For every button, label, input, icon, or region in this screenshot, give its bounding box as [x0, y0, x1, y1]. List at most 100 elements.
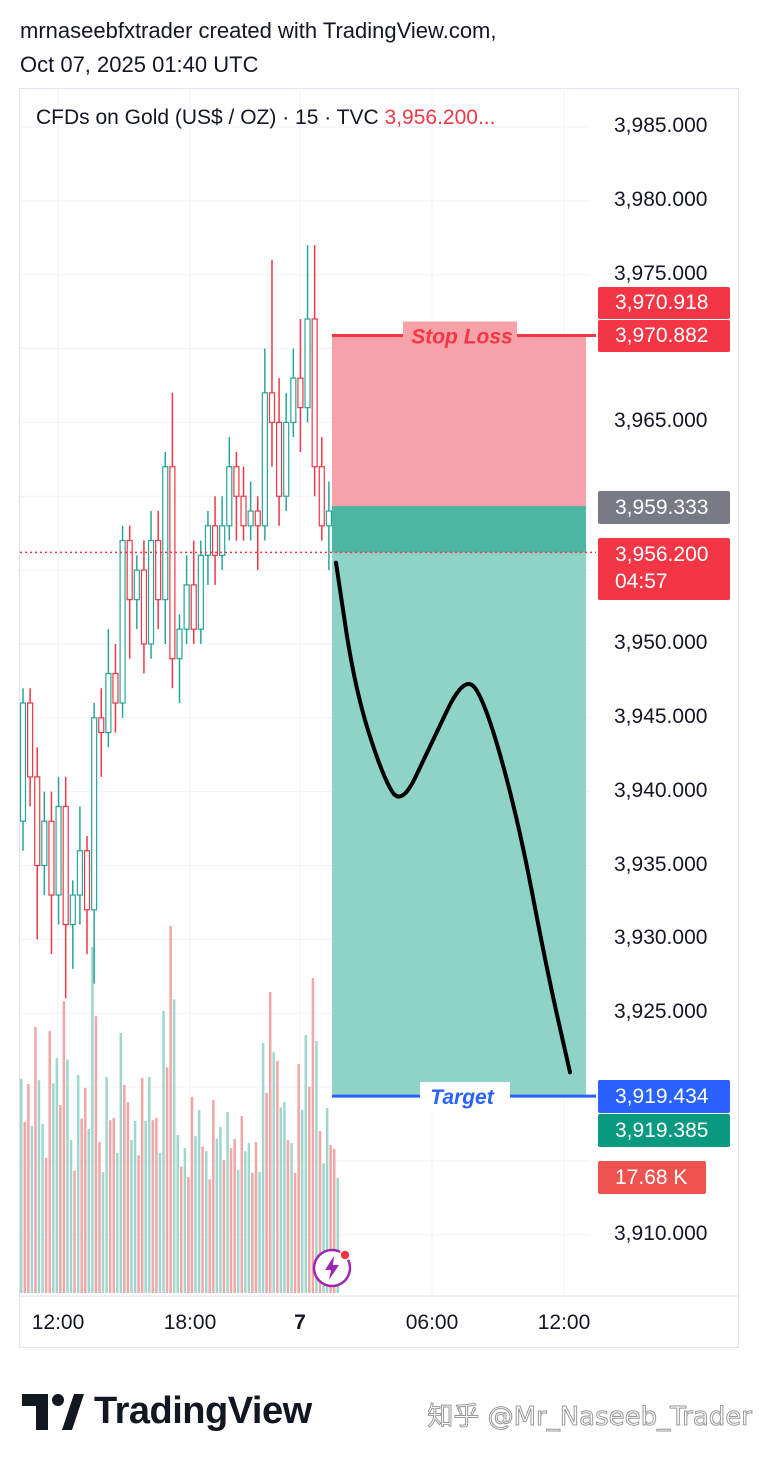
candle-body [105, 672, 112, 734]
volume-bar [137, 1155, 140, 1293]
candle-body [297, 377, 304, 409]
volume-bar [162, 1011, 165, 1293]
candle-body [176, 628, 183, 660]
candle-body [119, 539, 126, 704]
volume-bar [48, 1031, 51, 1293]
volume-bar [194, 1136, 197, 1293]
volume-bar [333, 1149, 336, 1293]
candle-body [34, 776, 41, 867]
current-price-tag: 3,956.200 04:57 [598, 538, 730, 600]
volume-bar [172, 999, 176, 1293]
volume-bar [233, 1139, 236, 1293]
volume-bar [222, 1160, 226, 1293]
target-price-tag: 3,919.385 [598, 1114, 730, 1147]
candle-body [254, 510, 261, 527]
volume-bar [44, 1157, 48, 1293]
volume-bar [41, 1124, 44, 1293]
price-axis-tick: 3,910.000 [614, 1221, 708, 1245]
stop-loss-label: Stop Loss [411, 326, 513, 349]
candle-body [318, 466, 325, 527]
volume-tag: 17.68 K [598, 1161, 706, 1194]
volume-bar [73, 1170, 76, 1293]
volume-bar [80, 1118, 83, 1293]
symbol-last-price: 3,956.200... [384, 106, 496, 129]
volume-bar [169, 926, 172, 1293]
volume-bar [244, 1151, 247, 1293]
volume-bar [187, 1177, 190, 1293]
time-axis-tick: 06:00 [405, 1311, 459, 1334]
symbol-legend[interactable]: CFDs on Gold (US$ / OZ) · 15 · TVC 3,956… [36, 106, 495, 130]
volume-bar [101, 1172, 105, 1293]
volume-bar [62, 1001, 66, 1293]
volume-bar [105, 1077, 108, 1293]
stop-loss-label-bg [403, 321, 517, 350]
volume-bar [34, 1027, 37, 1293]
volume-bar [304, 1035, 308, 1293]
candle-body [290, 377, 297, 423]
target-top-price-tag: 3,919.434 [598, 1080, 730, 1113]
volume-bar [251, 1173, 254, 1293]
volume-bar [176, 1135, 179, 1293]
volume-bar [180, 1166, 183, 1293]
candle-body [83, 850, 91, 911]
candle-body [48, 820, 55, 896]
volume-bar [229, 1148, 233, 1293]
volume-bar [336, 1177, 339, 1293]
volume-bar [115, 1153, 119, 1293]
volume-bar [119, 1033, 123, 1293]
candle-body [197, 554, 204, 630]
candle-body [240, 495, 247, 527]
volume-bar [126, 1102, 130, 1293]
price-axis-tick: 3,975.000 [614, 261, 708, 285]
volume-bar [123, 1085, 126, 1293]
volume-bar [329, 1145, 332, 1293]
volume-bar [197, 1110, 201, 1293]
volume-bar [66, 1059, 69, 1293]
volume-bar [183, 1148, 187, 1293]
volume-bar [286, 1140, 290, 1293]
price-axis-tick: 3,925.000 [614, 1000, 708, 1024]
candle-body [98, 717, 105, 734]
candle-body [169, 466, 176, 660]
volume-bar [165, 1067, 169, 1293]
volume-bar [148, 1077, 151, 1293]
projection-path [334, 560, 572, 1075]
time-axis-tick: 18:00 [163, 1311, 217, 1334]
volume-bar [130, 1140, 133, 1293]
volume-bar [23, 1121, 26, 1293]
candle-body [311, 318, 318, 468]
logo-text: TradingView [94, 1390, 312, 1432]
candle-body [162, 466, 169, 601]
volume-bar [300, 1109, 304, 1293]
volume-bar [144, 1121, 147, 1293]
watermark: 知乎 @Mr_Naseeb_Trader [427, 1402, 753, 1433]
candle-body [112, 672, 119, 704]
time-axis-tick: 12:00 [31, 1311, 85, 1334]
volume-bar [94, 1016, 98, 1293]
volume-bar [325, 1108, 329, 1293]
tradingview-logo: TradingView [22, 1390, 312, 1433]
candle-body [69, 894, 76, 926]
volume-bar [108, 1120, 112, 1293]
current-price-value: 3,956.200 [615, 543, 709, 566]
time-axis-tick: 12:00 [537, 1311, 591, 1334]
price-axis-tick: 3,935.000 [614, 852, 708, 876]
price-axis-tick: 3,980.000 [614, 187, 708, 211]
volume-bar [219, 1127, 222, 1293]
volume-bar [215, 1138, 219, 1293]
volume-bar [69, 1140, 73, 1293]
lightning-icon[interactable] [312, 1248, 352, 1288]
volume-bar [276, 1061, 279, 1293]
candle-body [219, 525, 226, 556]
volume-bar [59, 1105, 62, 1293]
in-profit-zone [332, 506, 586, 553]
candle-body [55, 805, 62, 896]
time-axis-tick: 7 [294, 1311, 306, 1334]
volume-bar [293, 1173, 297, 1293]
stop-loss-price-tag: 3,970.882 [598, 320, 730, 352]
volume-bar [76, 1075, 80, 1293]
candle-body [19, 702, 27, 822]
volume-bar [55, 1058, 59, 1293]
volume-bar [20, 1079, 23, 1293]
